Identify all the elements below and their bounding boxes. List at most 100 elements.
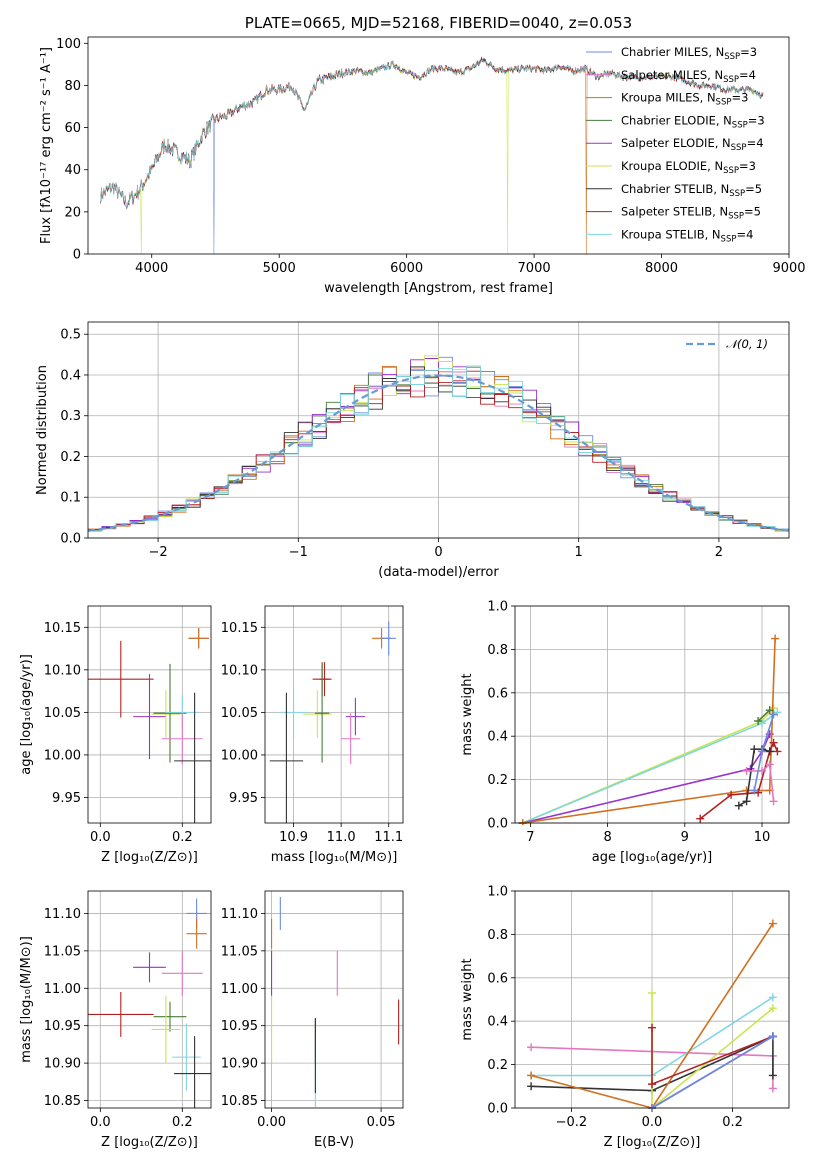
mass-vs-Z-panel: 0.0 0.2 10.85 10.90 10.95 11.00 11.05 11.10 Z [l… — [19, 890, 212, 1150]
x-tick-label: 5000 — [263, 261, 296, 276]
y-tick-label: 10.15 — [44, 621, 81, 636]
y-tick-label: 0.3 — [60, 409, 81, 424]
errorbar-point — [172, 1023, 201, 1091]
series-marker — [527, 1043, 536, 1052]
axes-frame — [514, 605, 790, 824]
errorbar-point — [133, 674, 166, 760]
y-tick-label: 1.0 — [487, 600, 508, 615]
y-tick-label: 10.95 — [221, 1019, 258, 1034]
errorbar-point — [133, 952, 166, 983]
axes-frame — [264, 605, 404, 824]
y-axis-label: mass weight — [460, 673, 475, 755]
errorbar-point — [88, 640, 154, 718]
y-tick-label: 9.95 — [52, 791, 81, 806]
series-marker — [696, 814, 705, 823]
x-tick-label: 8000 — [645, 261, 678, 276]
series-marker — [527, 1071, 536, 1080]
axes-frame — [264, 890, 404, 1109]
series-marker — [757, 747, 766, 756]
axes-frame — [87, 321, 790, 539]
errorbar-point — [161, 713, 203, 765]
age-vs-Z-panel: 0.0 0.2 9.95 10.00 10.05 10.10 10.15 Z [log₁₀(Z… — [19, 605, 212, 865]
x-tick-label: 2 — [715, 545, 723, 560]
spectrum-series-line — [100, 59, 764, 209]
y-tick-label: 0.4 — [60, 368, 81, 383]
y-tick-label: 0.2 — [60, 450, 81, 465]
x-tick-label: 0.2 — [172, 830, 193, 845]
y-tick-label: 0.0 — [487, 1102, 508, 1117]
series-marker — [765, 760, 774, 769]
series-marker — [768, 1032, 777, 1041]
x-axis-label: E(B-V) — [314, 1135, 354, 1150]
y-axis-label: Flux [fλ10⁻¹⁷ erg cm⁻² s⁻¹ A⁻¹] — [39, 47, 54, 244]
x-tick-label: −0.2 — [556, 1115, 588, 1130]
errorbar-point — [269, 692, 304, 823]
series-marker — [765, 706, 774, 715]
x-tick-label: 7 — [526, 830, 534, 845]
y-tick-label: 0.2 — [487, 773, 508, 788]
y-tick-label: 11.10 — [221, 907, 258, 922]
legend-label: Salpeter STELIB, NSSP=5 — [621, 205, 761, 222]
x-axis-label: Z [log₁₀(Z/Z⊙)] — [604, 1135, 701, 1150]
y-tick-label: 10.85 — [221, 1094, 258, 1109]
y-tick-label: 10.90 — [221, 1057, 258, 1072]
spectrum-panel: 4000 5000 6000 7000 8000 9000 0 20 40 60 80 100 wave… — [39, 14, 806, 296]
x-tick-label: 4000 — [135, 261, 168, 276]
x-tick-label: 8 — [603, 830, 611, 845]
y-tick-label: 40 — [64, 163, 81, 178]
y-tick-label: 0.4 — [487, 1015, 508, 1030]
y-tick-label: 10.10 — [221, 663, 258, 678]
x-tick-label: 11.1 — [374, 830, 403, 845]
histogram-group — [88, 355, 789, 532]
errorbar-point — [188, 628, 209, 649]
errorbar-group — [88, 898, 211, 1108]
x-tick-label: 9000 — [772, 261, 805, 276]
y-tick-label: 0.6 — [487, 686, 508, 701]
series-line — [651, 993, 774, 1110]
mass-vs-EBV-panel: 0.00 0.05 10.85 10.90 10.95 11.00 11.05 11.10 E(… — [221, 890, 404, 1150]
spectrum-series-line — [100, 57, 588, 254]
y-tick-label: 10.00 — [44, 748, 81, 763]
y-tick-label: 0.5 — [60, 328, 81, 343]
errorbar-point — [151, 995, 181, 1064]
spectrum-series-line — [100, 58, 764, 254]
y-tick-label: 80 — [64, 79, 81, 94]
y-tick-label: 11.10 — [44, 907, 81, 922]
x-tick-label: 0.2 — [722, 1115, 743, 1130]
x-tick-label: 1 — [575, 545, 583, 560]
errorbar-point — [174, 692, 211, 823]
x-tick-label: 0.0 — [90, 830, 111, 845]
series-marker — [750, 786, 759, 795]
x-tick-label: −2 — [149, 545, 168, 560]
series-marker — [734, 801, 743, 810]
y-tick-label: 11.05 — [221, 944, 258, 959]
y-tick-label: 10.15 — [221, 621, 258, 636]
series-marker — [773, 747, 782, 756]
series-marker — [771, 634, 780, 643]
series-marker — [769, 738, 778, 747]
x-tick-label: 7000 — [518, 261, 551, 276]
errorbar-point — [161, 950, 203, 996]
x-axis-label: (data-model)/error — [378, 565, 499, 580]
errorbar-point — [174, 1036, 211, 1108]
series-marker — [742, 797, 751, 806]
axes-frame — [514, 890, 790, 1109]
series-group — [518, 634, 782, 825]
errorbar-point — [314, 663, 330, 763]
errorbar-group — [271, 896, 400, 1108]
x-axis-label: wavelength [Angstrom, rest frame] — [324, 281, 553, 296]
legend-label: Kroupa ELODIE, NSSP=3 — [621, 159, 756, 176]
axes-frame — [87, 605, 212, 824]
x-tick-label: 0.0 — [90, 1115, 111, 1130]
series-group — [527, 919, 777, 1110]
series-marker — [648, 1080, 656, 1089]
y-tick-label: 0.0 — [487, 817, 508, 832]
y-tick-label: 0.8 — [487, 643, 508, 658]
y-axis-label: age [log₁₀(age/yr)] — [19, 654, 34, 775]
errorbar-point — [88, 992, 154, 1037]
massweight-vs-Z-panel: −0.2 0.0 0.2 0.0 0.2 0.4 0.6 0.8 1.0 Z [log₁₀(Z/Z… — [460, 885, 790, 1150]
legend-label: Chabrier MILES, NSSP=3 — [621, 45, 757, 62]
series-marker — [768, 1004, 777, 1013]
normal-curve — [88, 374, 789, 532]
